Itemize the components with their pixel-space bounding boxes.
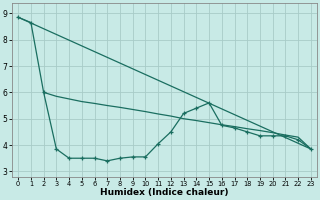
X-axis label: Humidex (Indice chaleur): Humidex (Indice chaleur) (100, 188, 229, 197)
